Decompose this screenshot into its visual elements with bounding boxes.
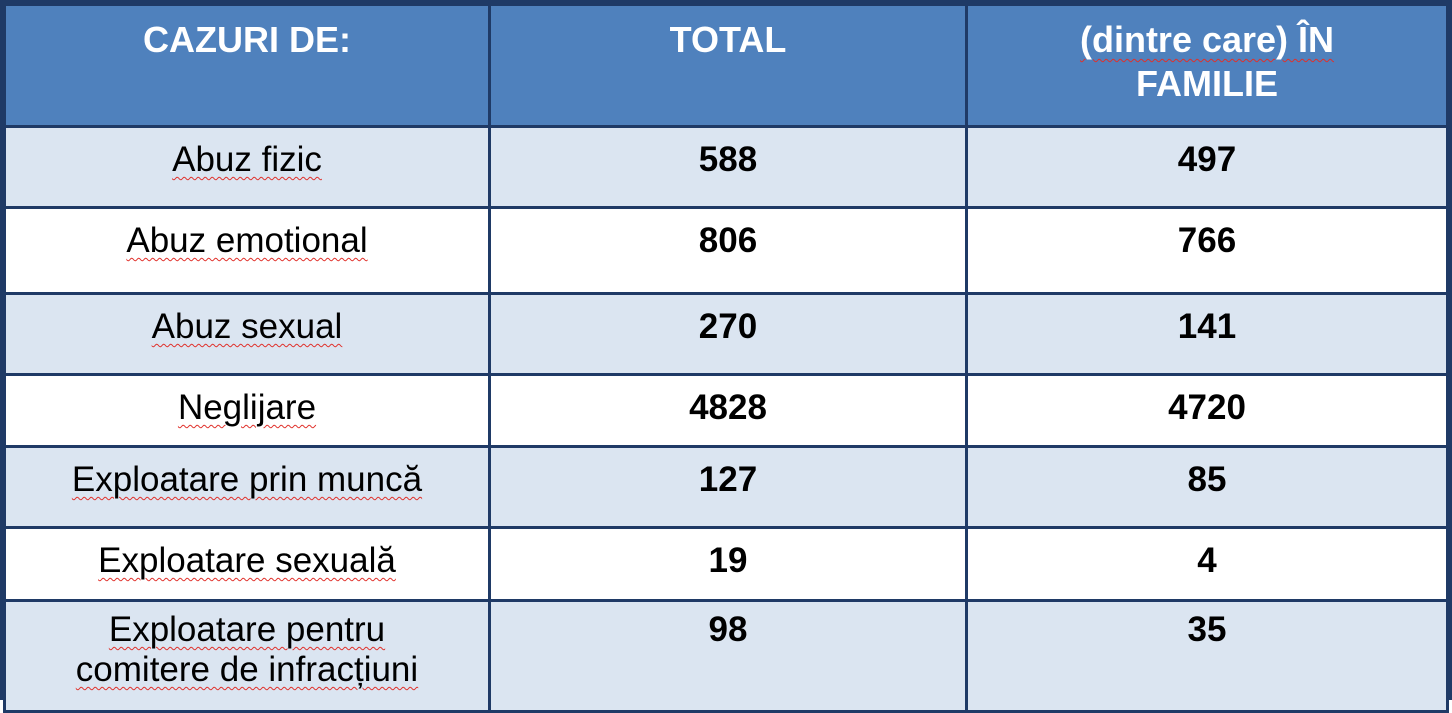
header-cases: CAZURI DE: xyxy=(3,3,491,128)
table-row: Abuz sexual 270 141 xyxy=(3,292,1449,376)
row-total: 19 xyxy=(488,526,968,602)
table-row: Abuz fizic 588 497 xyxy=(3,125,1449,209)
row-label-text: Abuz sexual xyxy=(151,307,343,346)
row-total: 270 xyxy=(488,292,968,376)
row-label-text: Exploatare sexuală xyxy=(98,541,396,580)
table-row: Exploatare prin muncă 127 85 xyxy=(3,445,1449,529)
table-row: Exploatare pentru comitere de infracțiuni… xyxy=(3,599,1449,713)
row-label: Abuz emotional xyxy=(3,206,491,295)
row-label-text: Abuz emotional xyxy=(126,221,368,260)
header-total: TOTAL xyxy=(488,3,968,128)
row-family: 4 xyxy=(965,526,1449,602)
table-row: Exploatare sexuală 19 4 xyxy=(3,526,1449,602)
row-total: 98 xyxy=(488,599,968,713)
header-family: (dintre care) ÎN FAMILIE xyxy=(965,3,1449,128)
header-total-text: TOTAL xyxy=(669,19,787,60)
row-label: Exploatare prin muncă xyxy=(3,445,491,529)
header-family-line1: (dintre care) ÎN xyxy=(1079,19,1335,60)
row-total: 127 xyxy=(488,445,968,529)
header-family-line2: FAMILIE xyxy=(1136,63,1278,104)
row-label: Neglijare xyxy=(3,373,491,448)
row-label-text: Exploatare prin muncă xyxy=(71,460,423,499)
table-row: Abuz emotional 806 766 xyxy=(3,206,1449,295)
header-row: CAZURI DE: TOTAL (dintre care) ÎN FAMILIE xyxy=(3,3,1449,128)
row-label: Abuz sexual xyxy=(3,292,491,376)
row-label-text: Neglijare xyxy=(177,388,317,427)
row-family: 497 xyxy=(965,125,1449,209)
row-family: 141 xyxy=(965,292,1449,376)
row-total: 4828 xyxy=(488,373,968,448)
row-family: 4720 xyxy=(965,373,1449,448)
row-family: 766 xyxy=(965,206,1449,295)
row-label-line2: comitere de infracțiuni xyxy=(75,650,419,689)
row-total: 806 xyxy=(488,206,968,295)
header-cases-text: CAZURI DE: xyxy=(143,19,351,60)
row-label: Abuz fizic xyxy=(3,125,491,209)
row-label: Exploatare pentru comitere de infracțiuni xyxy=(3,599,491,713)
row-family: 85 xyxy=(965,445,1449,529)
cases-table: CAZURI DE: TOTAL (dintre care) ÎN FAMILIE… xyxy=(3,3,1449,713)
row-label: Exploatare sexuală xyxy=(3,526,491,602)
row-total: 588 xyxy=(488,125,968,209)
row-label-text: Abuz fizic xyxy=(172,140,322,179)
row-family: 35 xyxy=(965,599,1449,713)
row-label-line1: Exploatare pentru xyxy=(108,610,386,649)
table-row: Neglijare 4828 4720 xyxy=(3,373,1449,448)
